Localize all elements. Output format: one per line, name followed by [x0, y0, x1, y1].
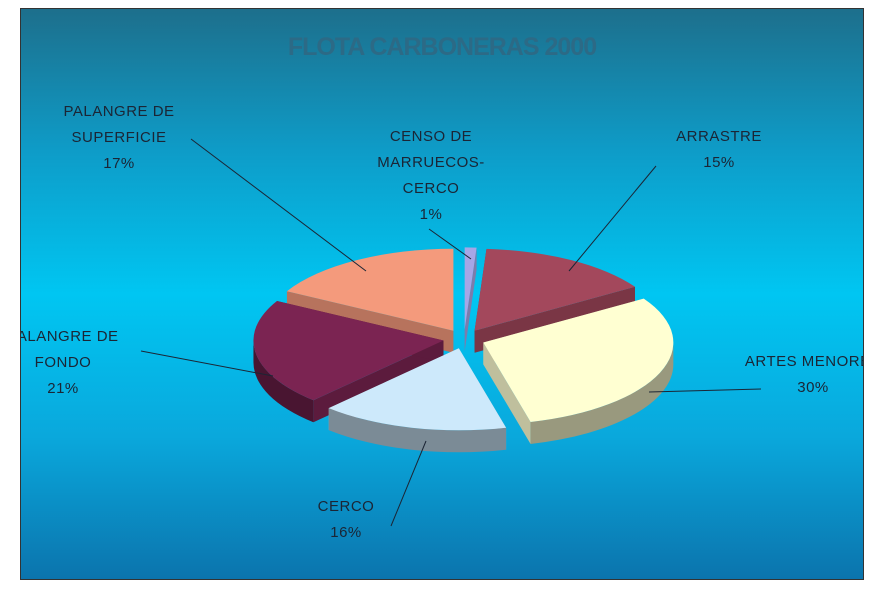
- label-value: 15%: [703, 154, 735, 171]
- slice-side: [464, 247, 477, 352]
- label-value: 1%: [419, 206, 443, 223]
- label-category: PALANGRE DE SUPERFICIE: [63, 103, 175, 146]
- label-category: ARTES MENORES: [744, 353, 863, 370]
- leader-line: [140, 350, 274, 377]
- leader-line: [190, 138, 367, 272]
- label-category: ARRASTRE: [676, 128, 762, 145]
- slice: [286, 248, 454, 331]
- slice: [328, 348, 507, 431]
- slice-wall: [530, 342, 674, 444]
- leader-line: [648, 388, 762, 393]
- label-value: 30%: [797, 379, 829, 396]
- leader-line: [390, 440, 427, 527]
- slice: [483, 298, 674, 422]
- data-label: ARTES MENORES 30%: [733, 349, 863, 401]
- label-value: 16%: [330, 524, 362, 541]
- chart: FLOTA CARBONERAS 2000 CENSO DE MARRUECOS…: [20, 8, 864, 580]
- label-category: CERCO: [317, 498, 375, 515]
- label-category: PALANGRE DE FONDO: [21, 328, 119, 371]
- leader-line: [428, 228, 472, 260]
- data-label: CERCO 16%: [266, 494, 426, 546]
- label-category: CENSO DE MARRUECOS-CERCO: [377, 128, 485, 197]
- slice: [464, 247, 477, 330]
- label-value: 17%: [103, 155, 135, 172]
- data-label: PALANGRE DE SUPERFICIE 17%: [39, 99, 199, 177]
- slice: [253, 300, 444, 401]
- slice-wall: [328, 408, 507, 453]
- data-label: ARRASTRE 15%: [639, 124, 799, 176]
- data-label: CENSO DE MARRUECOS-CERCO 1%: [371, 124, 491, 228]
- chart-title: FLOTA CARBONERAS 2000: [287, 33, 597, 61]
- pie-area: [140, 138, 762, 527]
- slice-side: [483, 342, 531, 444]
- data-label: PALANGRE DE FONDO 21%: [21, 324, 143, 402]
- slice-wall: [253, 340, 314, 423]
- label-value: 21%: [47, 380, 79, 397]
- leader-line: [568, 165, 657, 272]
- slice: [474, 248, 636, 331]
